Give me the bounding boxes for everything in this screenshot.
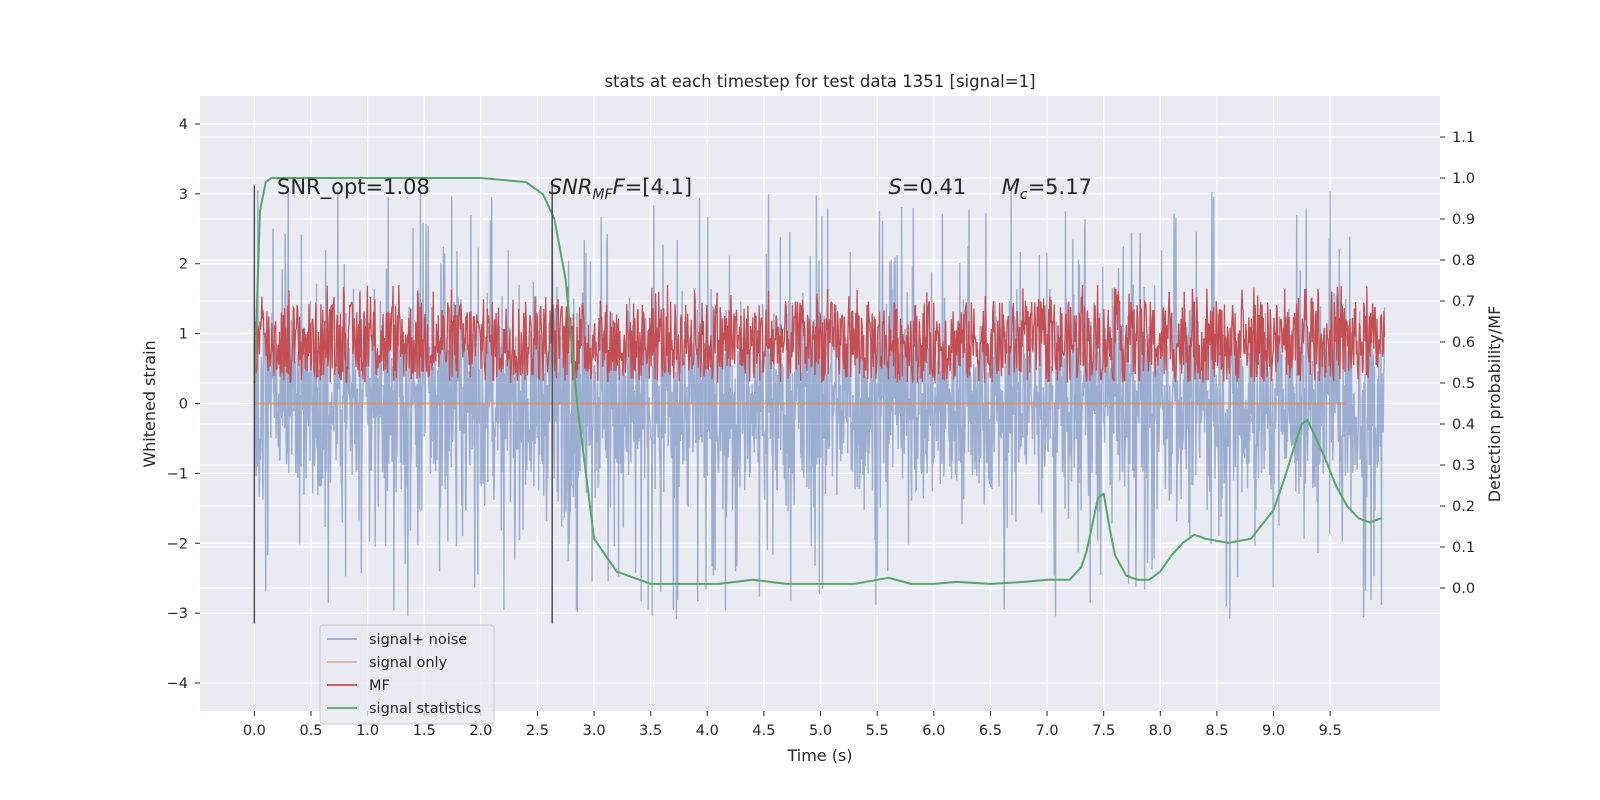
legend-label-signal-only: signal only (369, 655, 448, 671)
y-right-tick-label: 0.9 (1452, 212, 1475, 228)
x-tick-label: 4.0 (696, 723, 719, 739)
x-tick-label: 7.5 (1092, 723, 1115, 739)
x-tick-label: 4.5 (752, 723, 775, 739)
x-tick-label: 3.5 (639, 723, 662, 739)
y-tick-label: −2 (167, 536, 188, 552)
y-right-tick-label: 1.0 (1452, 171, 1475, 187)
x-tick-label: 0.0 (243, 723, 266, 739)
y-right-tick-label: 0.6 (1452, 335, 1475, 351)
x-tick-label: 7.0 (1036, 723, 1059, 739)
series-signal-statistics (253, 177, 1382, 585)
y-tick-label: 0 (179, 397, 188, 413)
y-right-tick-label: 0.8 (1452, 253, 1475, 269)
y-right-tick-label: 1.1 (1452, 130, 1475, 146)
annotation-snr_opt: SNR_opt=1.08 (277, 175, 430, 200)
y-right-tick-label: 0.3 (1452, 458, 1475, 474)
y-tick-label: −3 (167, 606, 188, 622)
x-tick-label: 8.0 (1149, 723, 1172, 739)
annotation-s: S=0.41 (889, 175, 967, 199)
x-tick-label: 5.5 (866, 723, 889, 739)
x-tick-label: 1.5 (413, 723, 436, 739)
series-layer (253, 177, 1386, 620)
annotation-snr_mf: SNRMFF=[4.1] (549, 175, 692, 203)
y-right-tick-label: 0.4 (1452, 417, 1475, 433)
chart-title: stats at each timestep for test data 135… (604, 72, 1035, 91)
y-tick-label: −4 (167, 676, 188, 692)
legend: signal+ noise signal only MF signal stat… (319, 624, 495, 725)
y-right-tick-label: 0.1 (1452, 540, 1475, 556)
x-tick-label: 6.5 (979, 723, 1002, 739)
x-tick-label: 9.0 (1262, 723, 1285, 739)
legend-label-mf: MF (369, 678, 390, 694)
y-right-tick-label: 0.0 (1452, 581, 1475, 597)
y-right-tick-label: 0.7 (1452, 294, 1475, 310)
y-right-tick-labels: 1.1 1.0 0.9 0.8 0.7 0.6 0.5 0.4 0.3 0.2 0.1 0.0 (1440, 130, 1475, 597)
annotations: SNR_opt=1.08 SNRMFF=[4.1] S=0.41 Mc=5.17 (277, 175, 1092, 203)
x-tick-label: 3.0 (583, 723, 606, 739)
x-tick-label: 2.5 (526, 723, 549, 739)
vline-layer (253, 185, 553, 624)
y-tick-label: −1 (167, 466, 188, 482)
annotation-mc: Mc=5.17 (1002, 175, 1092, 203)
legend-label-signal-noise: signal+ noise (369, 632, 467, 648)
x-tick-label: 9.5 (1319, 723, 1342, 739)
y-tick-label: 2 (179, 257, 188, 273)
x-tick-label: 5.0 (809, 723, 832, 739)
x-tick-label: 6.0 (922, 723, 945, 739)
y-tick-label: 1 (179, 327, 188, 343)
y-tick-labels: 4 3 2 1 0 −1 −2 −3 −4 (167, 117, 200, 692)
y-axis-label: Whitened strain (140, 340, 159, 467)
x-tick-label: 0.5 (299, 723, 322, 739)
y-right-tick-label: 0.5 (1452, 376, 1475, 392)
y-tick-label: 4 (179, 117, 188, 133)
y-right-tick-label: 0.2 (1452, 499, 1475, 515)
x-tick-label: 8.5 (1205, 723, 1228, 739)
legend-label-signal-statistics: signal statistics (369, 701, 481, 717)
series-mf (253, 284, 1386, 384)
x-tick-label: 1.0 (356, 723, 379, 739)
legend-box (319, 624, 495, 725)
y-right-axis-label: Detection probability/MF (1485, 306, 1504, 503)
x-tick-label: 2.0 (469, 723, 492, 739)
x-tick-labels: 0.0 0.5 1.0 1.5 2.0 2.5 3.0 3.5 4.0 4.5 5.0 5.5 6.0 6… (243, 711, 1342, 739)
y-tick-label: 3 (179, 187, 188, 203)
x-axis-label: Time (s) (786, 746, 852, 765)
